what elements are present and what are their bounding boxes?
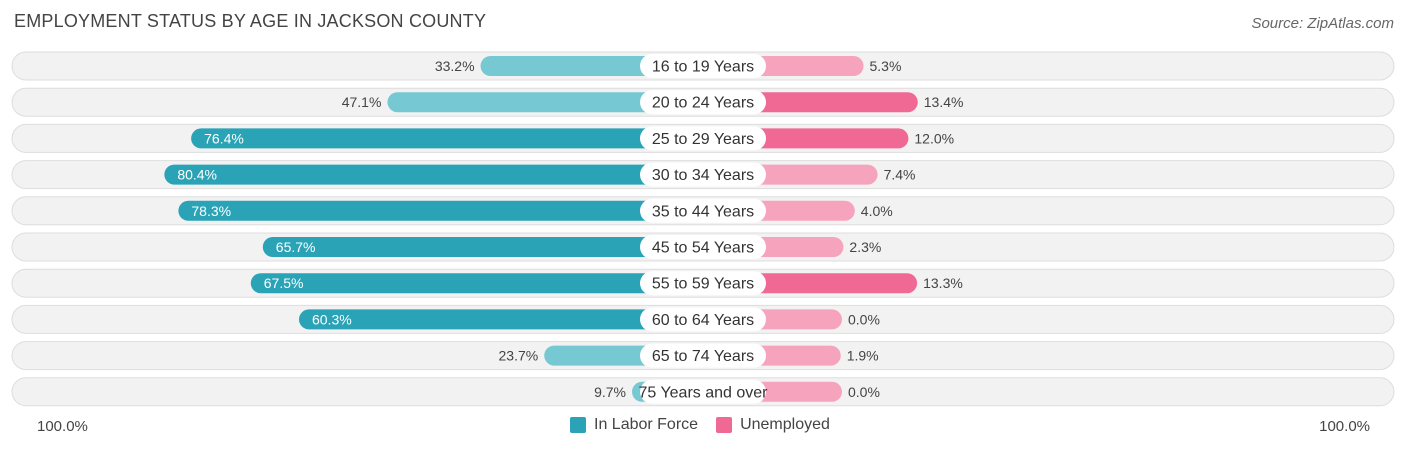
category-label: 35 to 44 Years [652,203,754,220]
category-pill [640,126,766,151]
unemployed-value-label: 4.0% [861,203,893,219]
labor-value-label: 80.4% [177,167,217,183]
category-pill [640,198,766,223]
labor-force-bar [250,273,703,294]
legend-item-unemployed: Unemployed [716,416,830,434]
source-note: Source: ZipAtlas.com [1251,15,1394,32]
labor-value-label: 65.7% [276,239,316,255]
labor-value-label: 78.3% [191,203,231,219]
unemployed-value-label: 7.4% [884,167,916,183]
labor-force-bar [191,128,703,149]
legend-item-labor: In Labor Force [570,416,698,434]
category-pill [640,54,766,78]
unemployed-value-label: 13.4% [924,94,964,110]
labor-value-label: 60.3% [312,311,352,327]
category-label: 60 to 64 Years [652,312,754,329]
category-label: 65 to 74 Years [652,348,754,365]
category-pill [640,271,766,296]
category-label: 55 to 59 Years [652,276,754,293]
category-pill [640,90,766,115]
labor-value-label: 23.7% [499,348,539,364]
legend-label-unemployed: Unemployed [740,416,830,433]
category-label: 25 to 29 Years [652,131,754,148]
category-label: 45 to 54 Years [652,240,754,257]
legend-swatch-labor [570,417,586,433]
category-pill [640,343,766,368]
labor-value-label: 9.7% [594,384,626,400]
labor-force-bar [262,237,703,257]
category-label: 16 to 19 Years [652,59,754,76]
labor-force-bar [387,92,703,113]
unemployed-value-label: 0.0% [848,384,880,400]
category-pill [640,307,766,332]
unemployed-value-label: 0.0% [848,311,880,327]
unemployed-value-label: 12.0% [914,130,954,146]
unemployed-value-label: 1.9% [847,348,879,364]
legend: In Labor Force Unemployed [570,416,830,434]
axis-left-label: 100.0% [37,418,88,435]
legend-label-labor: In Labor Force [594,416,699,433]
unemployed-value-label: 2.3% [849,239,881,255]
labor-value-label: 76.4% [204,130,244,146]
category-label: 30 to 34 Years [652,167,754,184]
labor-value-label: 47.1% [342,94,382,110]
labor-value-label: 33.2% [435,58,475,74]
labor-force-bar [298,309,703,330]
labor-force-bar [164,164,703,185]
labor-value-label: 67.5% [264,275,304,291]
category-label: 75 Years and over [639,384,769,401]
labor-force-bar [178,200,703,221]
axis-right-label: 100.0% [1319,418,1370,435]
category-pill [640,379,766,404]
category-label: 20 to 24 Years [652,95,754,112]
legend-swatch-unemployed [716,417,733,433]
unemployed-value-label: 5.3% [870,58,902,74]
category-pill [640,162,766,187]
unemployed-value-label: 13.3% [923,275,963,291]
category-pill [640,235,766,259]
chart-title: EMPLOYMENT STATUS BY AGE IN JACKSON COUN… [14,11,487,31]
